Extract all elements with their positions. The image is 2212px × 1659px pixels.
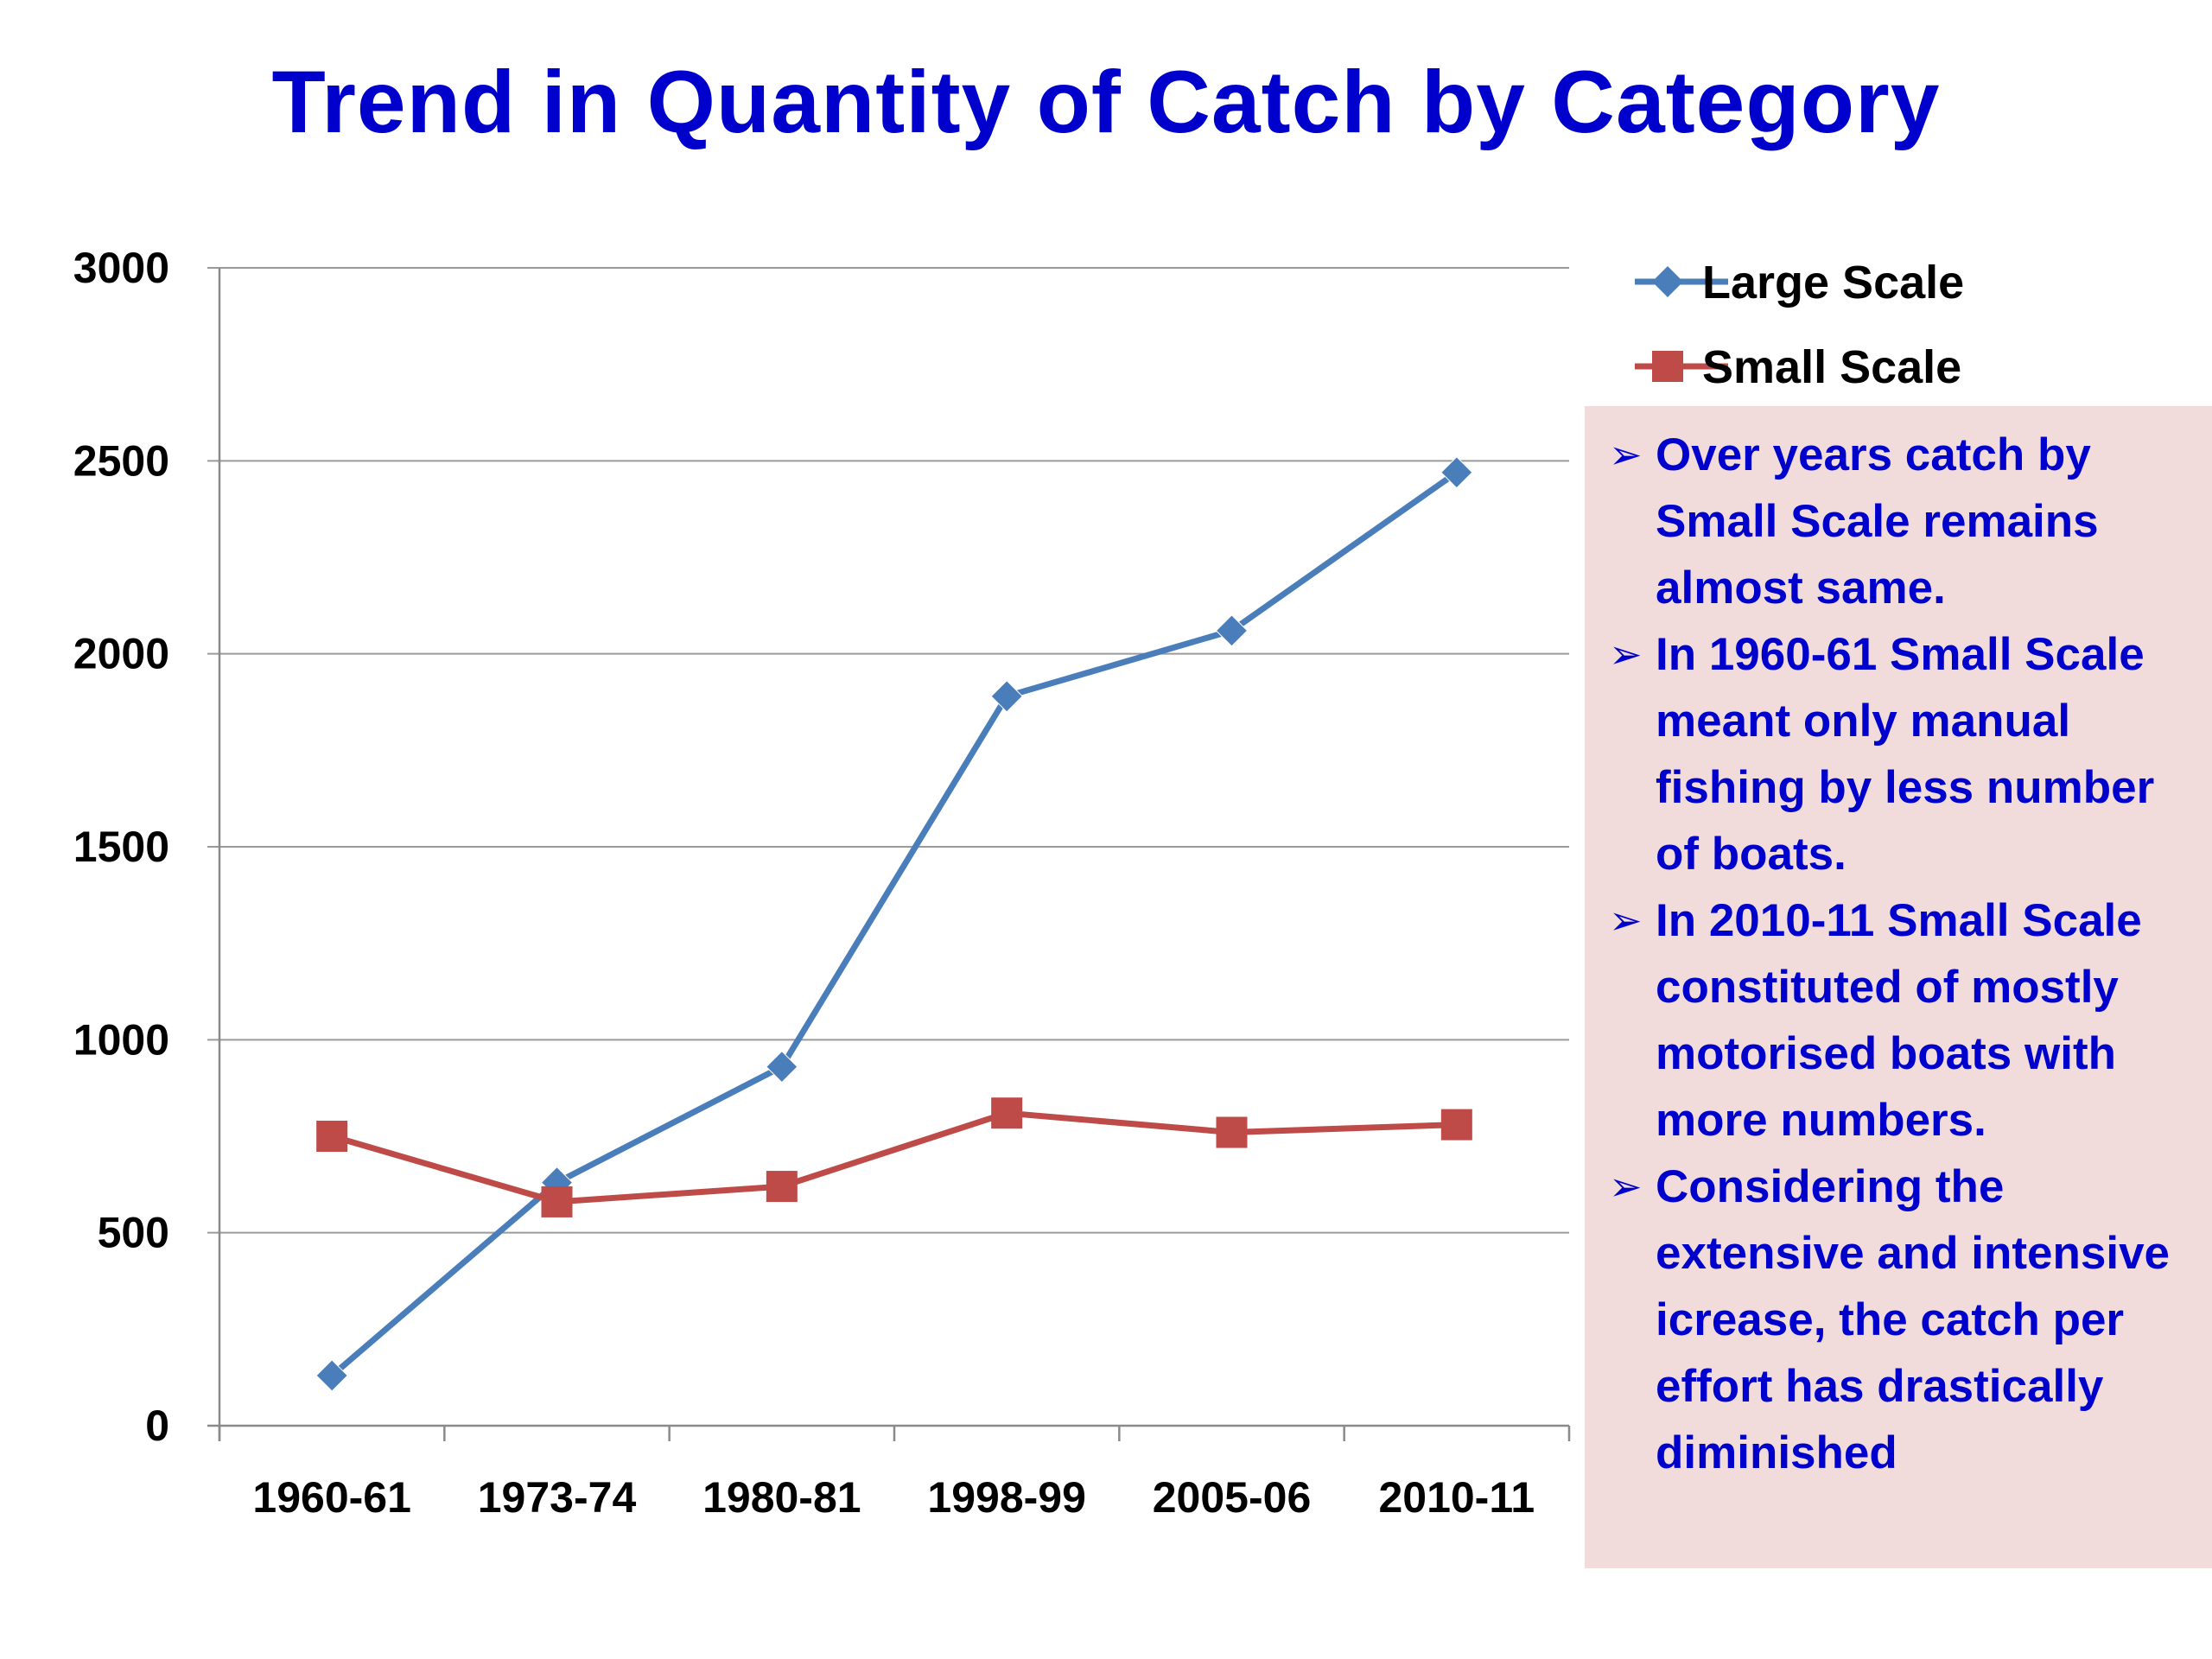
note-item: ➢ Considering the extensive and intensiv…: [1609, 1154, 2205, 1486]
data-point: [766, 1050, 798, 1084]
data-point: [1440, 456, 1473, 489]
y-tick-label: 2000: [73, 630, 169, 678]
note-text: In 2010-11 Small Scale constituted of mo…: [1656, 895, 2142, 1146]
x-tick-label: 2010-11: [1378, 1473, 1535, 1522]
x-axis-tick-labels: 1960-61 1973-74 1980-81 1998-99 2005-06 2010-…: [252, 1473, 1535, 1522]
legend-label: Small Scale: [1702, 341, 1961, 393]
data-point: [1216, 1116, 1248, 1148]
data-point: [1215, 614, 1249, 647]
note-item: ➢ Over years catch by Small Scale remain…: [1609, 422, 2205, 621]
axes: [207, 268, 1571, 1441]
data-series: [315, 456, 1473, 1392]
data-point: [316, 1121, 348, 1152]
y-tick-label: 3000: [73, 244, 169, 292]
arrow-bullet-icon: ➢: [1609, 1164, 1643, 1209]
note-item: ➢ In 2010-11 Small Scale constituted of …: [1609, 887, 2205, 1154]
y-tick-label: 1500: [73, 823, 169, 871]
y-tick-label: 0: [145, 1402, 169, 1450]
data-point: [315, 1359, 348, 1392]
x-tick-label: 1980-81: [702, 1473, 861, 1522]
y-tick-label: 500: [98, 1209, 169, 1257]
data-point: [1440, 1109, 1472, 1141]
chart-title: Trend in Quantity of Catch by Category: [271, 53, 1941, 151]
note-item: ➢ In 1960-61 Small Scale meant only manu…: [1609, 621, 2205, 887]
legend-marker: [1652, 351, 1683, 382]
series-line-large-scale: [329, 469, 1459, 1378]
y-tick-label: 1000: [73, 1015, 169, 1064]
legend-marker: [1652, 266, 1683, 297]
x-tick-label: 2005-06: [1153, 1473, 1312, 1522]
y-tick-label: 2500: [73, 436, 169, 485]
x-tick-label: 1998-99: [927, 1473, 1086, 1522]
x-tick-label: 1960-61: [252, 1473, 411, 1522]
data-point: [541, 1185, 573, 1217]
gridlines: [207, 267, 1569, 1234]
data-point: [990, 680, 1023, 713]
y-axis-tick-labels: 0 500 1000 1500 2000 2500 3000: [73, 244, 169, 1450]
arrow-bullet-icon: ➢: [1609, 632, 1643, 677]
x-tick-label: 1973-74: [478, 1473, 637, 1522]
note-text: Considering the extensive and intensive …: [1656, 1161, 2171, 1478]
series-line-small-scale: [331, 1109, 1457, 1205]
data-point: [991, 1097, 1023, 1129]
data-point: [766, 1171, 798, 1203]
arrow-bullet-icon: ➢: [1609, 898, 1643, 943]
legend-label: Large Scale: [1702, 257, 1964, 308]
legend: Large Scale Small Scale: [1635, 257, 1964, 393]
note-text: Over years catch by Small Scale remains …: [1656, 429, 2099, 613]
arrow-bullet-icon: ➢: [1609, 432, 1643, 477]
note-text: In 1960-61 Small Scale meant only manual…: [1656, 629, 2155, 880]
notes-panel: ➢ Over years catch by Small Scale remain…: [1585, 406, 2212, 1568]
